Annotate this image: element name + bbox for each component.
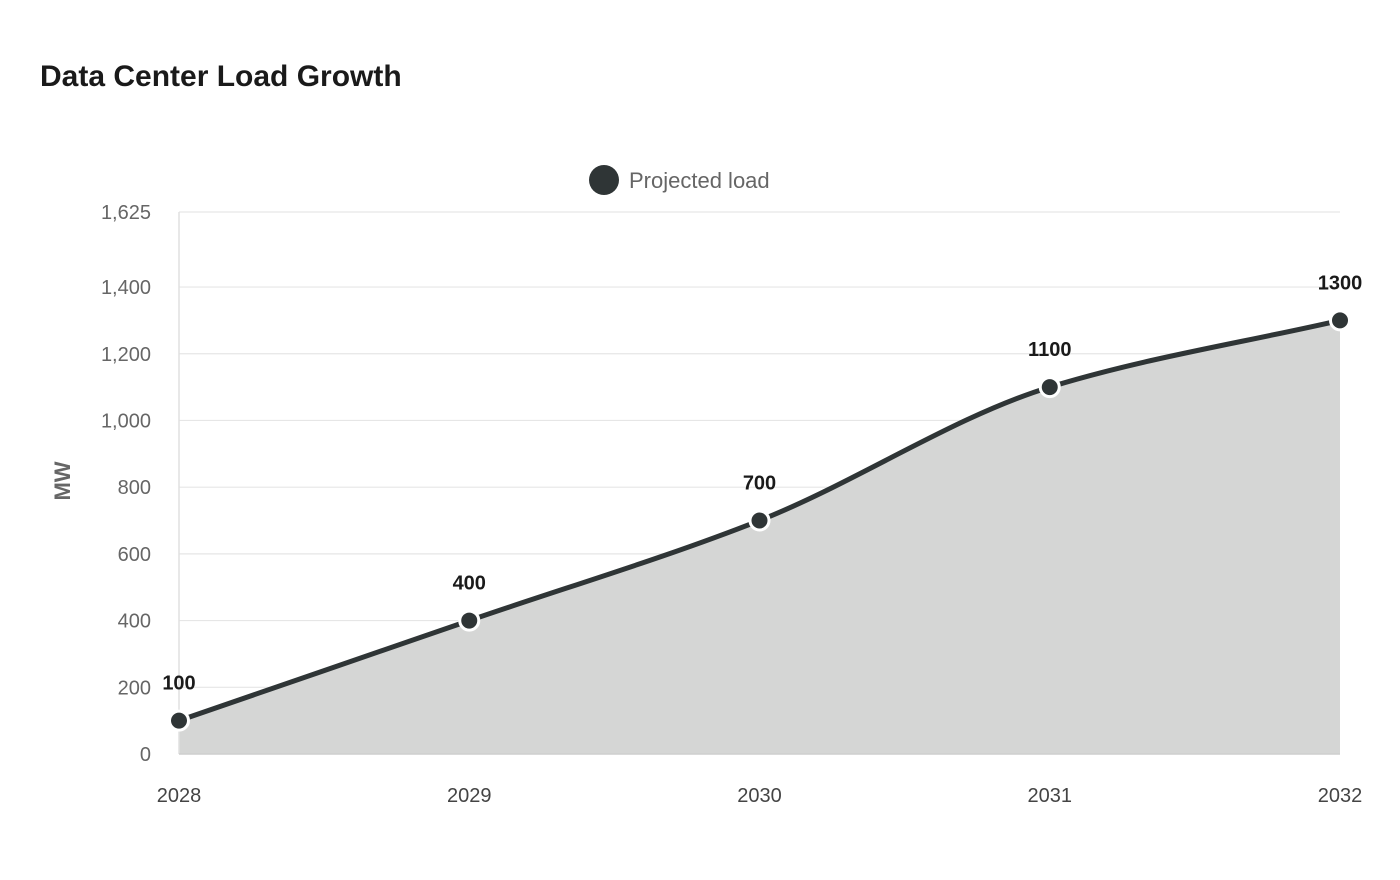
legend-label[interactable]: Projected load: [629, 168, 770, 193]
label-layer: 100 400 700 1100 1300: [162, 272, 1362, 694]
data-label: 1300: [1318, 272, 1363, 294]
chart-title: Data Center Load Growth: [40, 60, 402, 93]
point-layer: [168, 309, 1351, 732]
legend-marker[interactable]: [589, 165, 619, 195]
y-tick-label: 1,000: [101, 410, 151, 432]
y-tick-label: 400: [118, 611, 151, 633]
data-point[interactable]: [1038, 376, 1061, 399]
x-tick-label: 2032: [1318, 785, 1363, 807]
data-point[interactable]: [748, 509, 771, 532]
data-point[interactable]: [1329, 309, 1351, 332]
y-tick-label: 0: [140, 744, 151, 766]
x-tick-label: 2030: [737, 785, 782, 807]
y-tick-label: 200: [118, 677, 151, 699]
y-tick-label: 800: [118, 477, 151, 499]
data-label: 1100: [1028, 339, 1071, 361]
data-point[interactable]: [458, 609, 481, 632]
data-label: 700: [743, 473, 776, 495]
y-axis-label: MW: [50, 461, 75, 500]
legend[interactable]: Projected load: [589, 165, 770, 195]
x-tick-label: 2031: [1028, 785, 1073, 807]
y-tick-label: 1,625: [101, 202, 151, 224]
y-tick-label: 1,400: [101, 277, 151, 299]
data-label: 400: [453, 573, 486, 595]
area-layer: [179, 320, 1340, 754]
y-tick-label: 600: [118, 544, 151, 566]
x-tick-label: 2029: [447, 785, 492, 807]
series-area: [179, 320, 1340, 754]
x-tick-label: 2028: [157, 785, 202, 807]
y-tick-label: 1,200: [101, 344, 151, 366]
axis-layer: 0 200 400 600 800 1,000 1,200 1,400 1,625 2028 202…: [101, 202, 1362, 807]
data-point[interactable]: [168, 709, 190, 732]
data-label: 100: [162, 673, 195, 695]
